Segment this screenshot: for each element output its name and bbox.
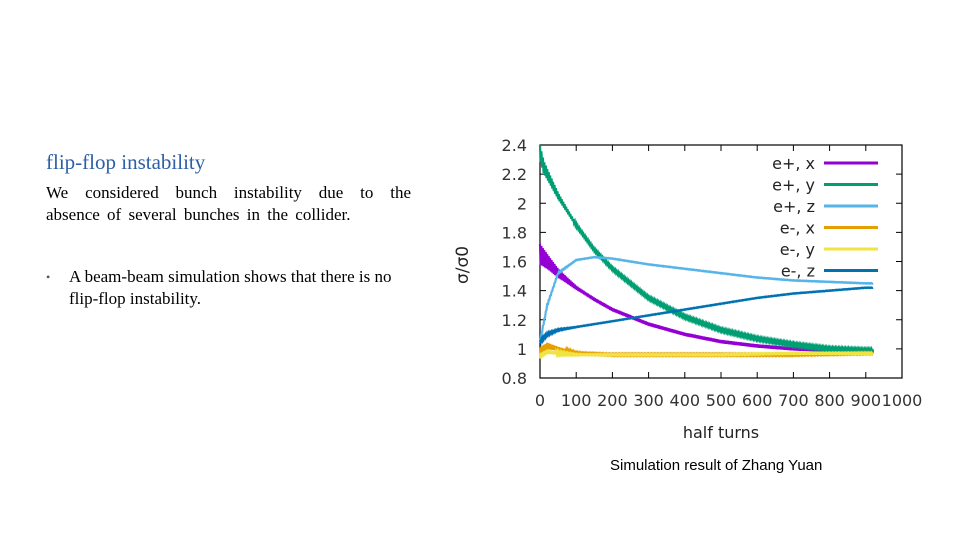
legend-label: e-, z — [781, 262, 815, 281]
x-axis-label: half turns — [683, 423, 759, 442]
y-tick-label: 1 — [517, 340, 527, 359]
x-tick-label: 600 — [742, 391, 773, 410]
x-tick-label: 200 — [597, 391, 628, 410]
y-axis-label: σ/σ0 — [453, 246, 473, 284]
series-line — [538, 243, 875, 354]
x-tick-label: 400 — [670, 391, 701, 410]
y-tick-label: 2.4 — [502, 136, 527, 155]
figure-caption: Simulation result of Zhang Yuan — [610, 457, 823, 474]
slide-title: flip-flop instability — [46, 150, 206, 174]
legend: e+, x e+, y e+, z e-, x e-, y e-, z — [772, 154, 878, 281]
series-line — [538, 286, 874, 347]
legend-label: e-, y — [780, 240, 815, 259]
series-line — [538, 347, 874, 359]
bullet-text: A beam-beam simulation shows that there … — [69, 267, 392, 308]
series-line — [539, 255, 874, 341]
legend-label: e+, z — [773, 197, 815, 216]
y-axis-ticks: 0.8 1 1.2 1.4 1.6 1.8 2 2.2 2.4 — [502, 136, 902, 388]
x-tick-label: 900 — [851, 391, 882, 410]
x-tick-label: 800 — [814, 391, 845, 410]
legend-label: e+, x — [772, 154, 815, 173]
series-line — [538, 144, 875, 356]
y-tick-label: 1.6 — [502, 253, 527, 272]
y-tick-label: 2.2 — [502, 165, 527, 184]
series-lines — [538, 144, 875, 359]
y-tick-label: 1.4 — [502, 282, 527, 301]
slide-paragraph: We considered bunch instability due to t… — [46, 183, 411, 224]
x-tick-label: 300 — [633, 391, 664, 410]
x-tick-label: 0 — [535, 391, 545, 410]
legend-label: e+, y — [772, 176, 815, 195]
y-tick-label: 1.2 — [502, 311, 527, 330]
bullet-item: • A beam-beam simulation shows that ther… — [46, 266, 411, 310]
y-tick-label: 2 — [517, 194, 527, 213]
x-axis-ticks: 0 100 200 300 400 500 600 700 800 900 1000 — [535, 145, 922, 410]
y-tick-label: 0.8 — [502, 369, 527, 388]
x-tick-label: 100 — [561, 391, 592, 410]
x-tick-label: 700 — [778, 391, 809, 410]
sigma-chart: 0.8 1 1.2 1.4 1.6 1.8 2 2.2 2.4 0 100 200 300 400 500… — [453, 136, 922, 442]
y-tick-label: 1.8 — [502, 223, 527, 242]
x-tick-label: 1000 — [882, 391, 923, 410]
legend-label: e-, x — [780, 219, 815, 238]
x-tick-label: 500 — [706, 391, 737, 410]
bullet-dot-icon: • — [46, 270, 51, 284]
